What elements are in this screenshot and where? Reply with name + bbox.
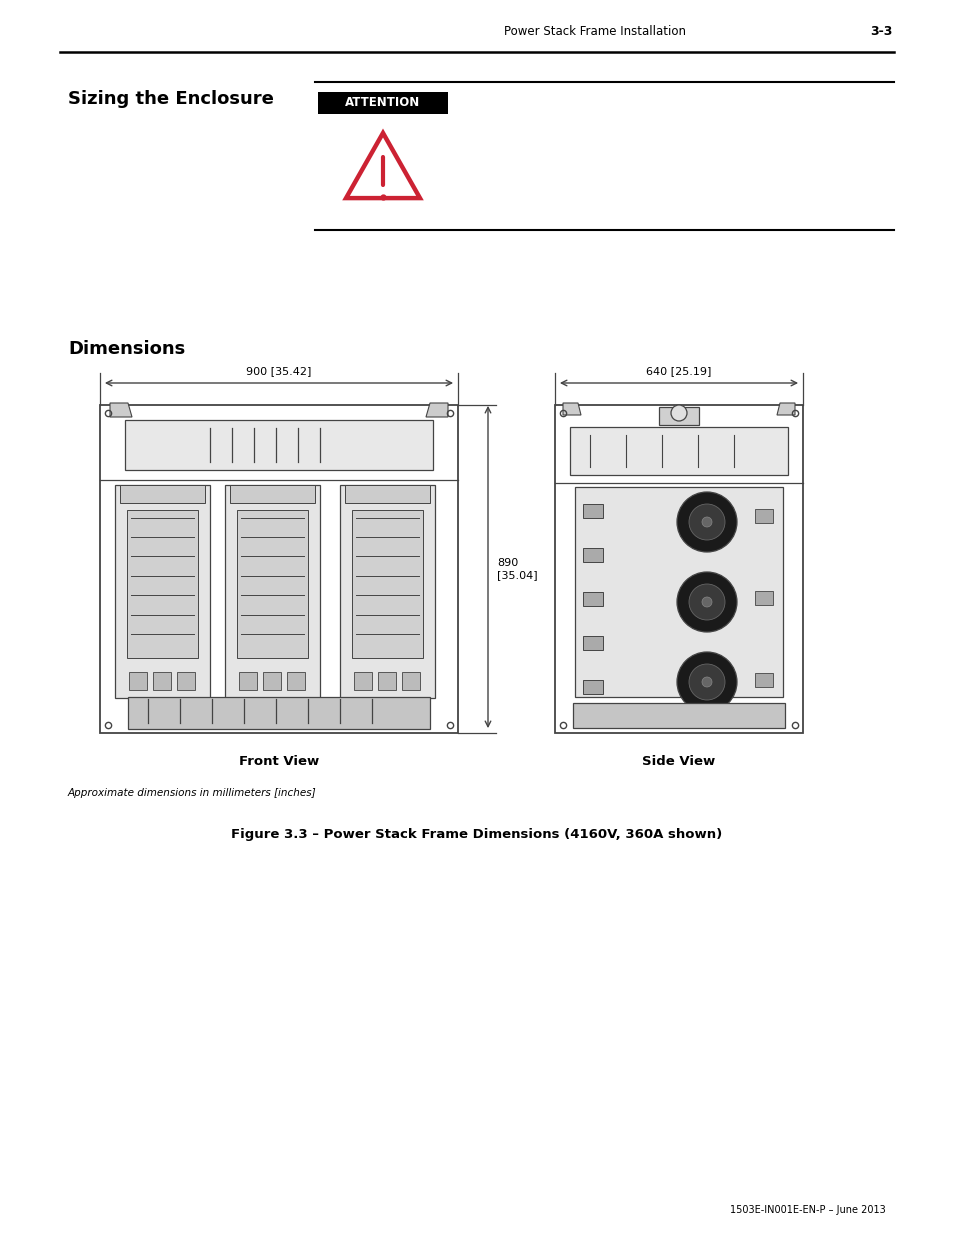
Circle shape: [677, 492, 737, 552]
Text: ATTENTION: ATTENTION: [345, 96, 420, 110]
Polygon shape: [346, 133, 419, 198]
Bar: [177, 672, 194, 690]
Circle shape: [688, 664, 724, 700]
Text: Approximate dimensions in millimeters [inches]: Approximate dimensions in millimeters [i…: [68, 788, 316, 798]
Bar: [569, 427, 787, 475]
Bar: [352, 510, 422, 658]
Bar: [339, 485, 435, 698]
Text: Power Stack Frame Installation: Power Stack Frame Installation: [503, 25, 685, 38]
Bar: [236, 510, 308, 658]
Circle shape: [670, 405, 686, 421]
Bar: [354, 672, 372, 690]
Bar: [100, 405, 457, 734]
Bar: [125, 420, 433, 471]
Bar: [239, 672, 256, 690]
Circle shape: [701, 677, 711, 687]
Circle shape: [701, 597, 711, 606]
Bar: [152, 672, 171, 690]
Bar: [754, 592, 772, 605]
Bar: [287, 672, 305, 690]
Bar: [582, 548, 602, 562]
Circle shape: [701, 517, 711, 527]
Text: 890
[35.04]: 890 [35.04]: [497, 558, 537, 579]
Bar: [401, 672, 419, 690]
Text: Sizing the Enclosure: Sizing the Enclosure: [68, 90, 274, 107]
Bar: [555, 405, 802, 734]
Bar: [115, 485, 210, 698]
Bar: [263, 672, 281, 690]
Bar: [754, 673, 772, 687]
Circle shape: [677, 572, 737, 632]
Bar: [582, 636, 602, 650]
Bar: [582, 592, 602, 606]
Bar: [345, 485, 430, 503]
Text: Dimensions: Dimensions: [68, 340, 185, 358]
Bar: [582, 680, 602, 694]
Bar: [225, 485, 319, 698]
Polygon shape: [776, 403, 794, 415]
Text: 900 [35.42]: 900 [35.42]: [246, 366, 312, 375]
Bar: [575, 487, 782, 697]
Text: 1503E-IN001E-EN-P – June 2013: 1503E-IN001E-EN-P – June 2013: [729, 1205, 885, 1215]
Text: 640 [25.19]: 640 [25.19]: [645, 366, 711, 375]
Bar: [573, 703, 784, 727]
Text: Figure 3.3 – Power Stack Frame Dimensions (4160V, 360A shown): Figure 3.3 – Power Stack Frame Dimension…: [232, 827, 721, 841]
Text: Side View: Side View: [641, 755, 715, 768]
Bar: [377, 672, 395, 690]
Bar: [754, 509, 772, 522]
Bar: [317, 91, 448, 114]
Polygon shape: [562, 403, 580, 415]
Bar: [659, 408, 699, 425]
Circle shape: [688, 584, 724, 620]
Bar: [128, 697, 430, 729]
Polygon shape: [110, 403, 132, 417]
Polygon shape: [426, 403, 448, 417]
Circle shape: [677, 652, 737, 713]
Bar: [230, 485, 314, 503]
Bar: [129, 672, 147, 690]
Bar: [582, 504, 602, 517]
Text: Front View: Front View: [238, 755, 319, 768]
Bar: [120, 485, 205, 503]
Text: 3-3: 3-3: [869, 25, 891, 38]
Circle shape: [688, 504, 724, 540]
Bar: [127, 510, 198, 658]
